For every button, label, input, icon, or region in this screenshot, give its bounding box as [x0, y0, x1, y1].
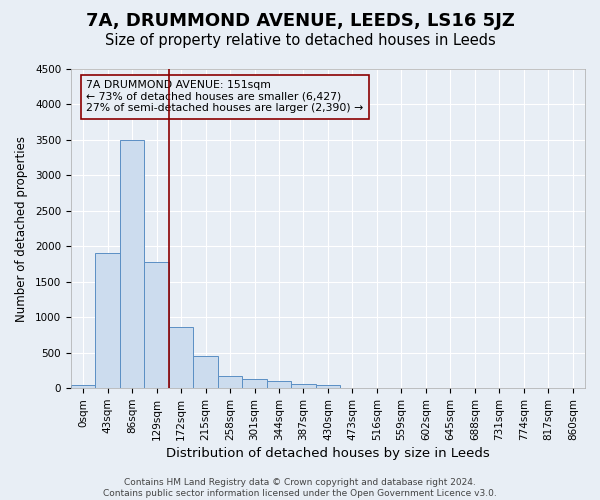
Y-axis label: Number of detached properties: Number of detached properties: [15, 136, 28, 322]
Bar: [145, 262, 169, 388]
X-axis label: Distribution of detached houses by size in Leeds: Distribution of detached houses by size …: [166, 447, 490, 460]
Text: 7A, DRUMMOND AVENUE, LEEDS, LS16 5JZ: 7A, DRUMMOND AVENUE, LEEDS, LS16 5JZ: [86, 12, 514, 30]
Bar: [193, 356, 218, 388]
Text: 7A DRUMMOND AVENUE: 151sqm
← 73% of detached houses are smaller (6,427)
27% of s: 7A DRUMMOND AVENUE: 151sqm ← 73% of deta…: [86, 80, 364, 114]
Bar: [169, 327, 193, 388]
Bar: [95, 254, 120, 388]
Bar: [242, 379, 267, 388]
Text: Contains HM Land Registry data © Crown copyright and database right 2024.
Contai: Contains HM Land Registry data © Crown c…: [103, 478, 497, 498]
Bar: [120, 140, 145, 388]
Bar: [71, 384, 95, 388]
Text: Size of property relative to detached houses in Leeds: Size of property relative to detached ho…: [104, 32, 496, 48]
Bar: [218, 376, 242, 388]
Bar: [316, 384, 340, 388]
Bar: [267, 382, 291, 388]
Bar: [291, 384, 316, 388]
